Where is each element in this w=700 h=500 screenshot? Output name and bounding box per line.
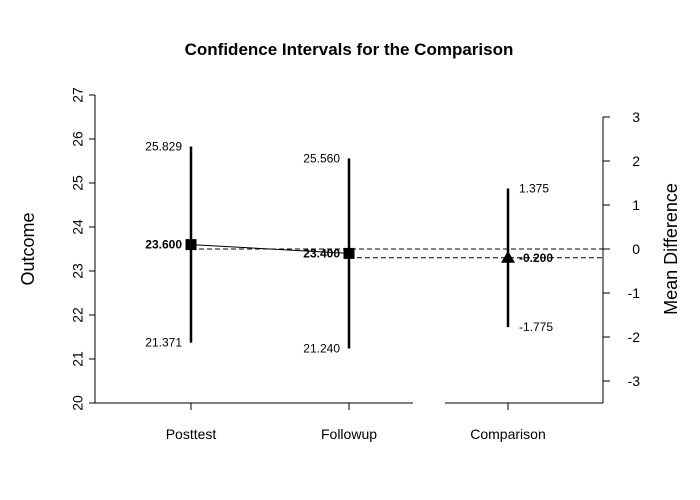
- left-axis-label: Outcome: [18, 212, 38, 285]
- upper-value-label: 1.375: [519, 182, 549, 196]
- right-tick-label: -1: [628, 285, 641, 301]
- reference-lines: [190, 244, 603, 259]
- mean-value-label: 23.600: [145, 238, 182, 252]
- lower-value-label: 21.371: [145, 336, 182, 350]
- left-tick-label: 27: [70, 87, 86, 103]
- left-tick-label: 24: [70, 219, 86, 235]
- mean-square-marker: [185, 239, 197, 251]
- left-tick-label: 23: [70, 263, 86, 279]
- left-tick-label: 26: [70, 131, 86, 147]
- difference-value-label: -0.200: [519, 251, 553, 265]
- right-tick-label: -2: [628, 329, 641, 345]
- right-tick-label: 2: [632, 153, 640, 169]
- mean-connector-line: [190, 244, 350, 254]
- right-tick-label: -3: [628, 373, 641, 389]
- upper-value-label: 25.560: [303, 151, 340, 165]
- right-tick-label: 1: [632, 197, 640, 213]
- lower-value-label: 21.240: [303, 341, 340, 355]
- category-label: Posttest: [166, 426, 217, 442]
- mean-value-label: 23.400: [303, 246, 340, 260]
- right-tick-label: 0: [632, 241, 640, 257]
- left-tick-label: 20: [70, 395, 86, 411]
- lower-value-label: -1.775: [519, 320, 553, 334]
- left-tick-label: 25: [70, 175, 86, 191]
- mean-square-marker: [343, 247, 355, 259]
- chart-title: Confidence Intervals for the Comparison: [185, 40, 514, 59]
- interval-marks: [185, 146, 515, 349]
- value-labels: 25.829 21.371 23.600 25.560 21.240 23.400 1.37…: [145, 140, 553, 356]
- right-axis-label: Mean Difference: [661, 183, 681, 315]
- right-tick-label: 3: [632, 109, 640, 125]
- left-tick-label: 22: [70, 307, 86, 323]
- difference-triangle-marker: [501, 250, 515, 263]
- left-tick-label: 21: [70, 351, 86, 367]
- category-label: Followup: [321, 426, 377, 442]
- upper-value-label: 25.829: [145, 140, 182, 154]
- category-label: Comparison: [470, 426, 545, 442]
- axes: [89, 94, 610, 410]
